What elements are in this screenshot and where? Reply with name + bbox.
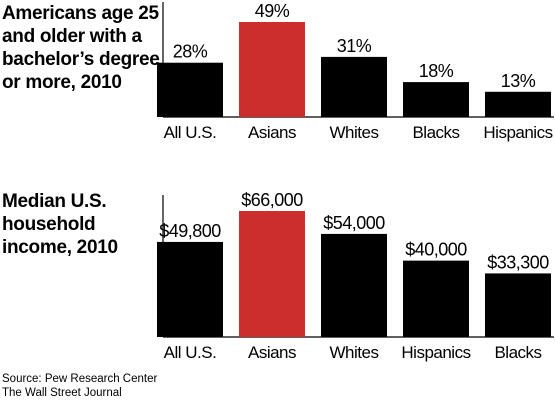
category-label: All U.S.: [164, 343, 217, 362]
publisher-line: The Wall Street Journal: [2, 387, 122, 399]
value-label: 31%: [337, 36, 372, 56]
value-label: $49,800: [159, 221, 221, 241]
bar-blacks: [403, 82, 469, 117]
bar-hispanics: [403, 260, 469, 337]
bar-asians: [239, 211, 305, 337]
value-label: $40,000: [405, 240, 467, 260]
category-label: Blacks: [494, 343, 541, 362]
bar-all-u-s: [157, 62, 223, 117]
chart-title-income: Median U.S. household income, 2010: [2, 191, 118, 258]
category-label: Whites: [330, 343, 379, 362]
bar-whites: [321, 56, 387, 117]
category-label: Whites: [330, 123, 379, 142]
source-line: Source: Pew Research Center: [2, 373, 158, 385]
category-label: Blacks: [412, 123, 459, 142]
value-label: 13%: [501, 71, 536, 91]
category-label: Asians: [248, 123, 296, 142]
income-bar-chart: $49,800 All U.S. $66,000 Asians $54,000 White…: [157, 190, 554, 362]
chart-title-education: Americans age 25 and older with a bachel…: [2, 3, 160, 93]
value-label: $66,000: [241, 190, 303, 210]
bar-all-u-s: [157, 241, 223, 337]
bar-hispanics: [485, 91, 551, 117]
value-label: $33,300: [487, 252, 549, 272]
education-bar-chart: 28% All U.S. 49% Asians 31% Whites 18% Blacks 13…: [157, 1, 554, 142]
bar-whites: [321, 233, 387, 337]
value-label: 49%: [255, 1, 290, 21]
value-label: 18%: [419, 61, 454, 81]
category-label: Hispanics: [483, 123, 552, 142]
bar-asians: [239, 22, 305, 117]
category-label: Hispanics: [401, 343, 470, 362]
bar-blacks: [485, 273, 551, 337]
value-label: $54,000: [323, 213, 385, 233]
value-label: 28%: [173, 42, 208, 62]
category-label: All U.S.: [164, 123, 217, 142]
source-note: Source: Pew Research Center The Wall Str…: [2, 372, 157, 400]
category-label: Asians: [248, 343, 296, 362]
